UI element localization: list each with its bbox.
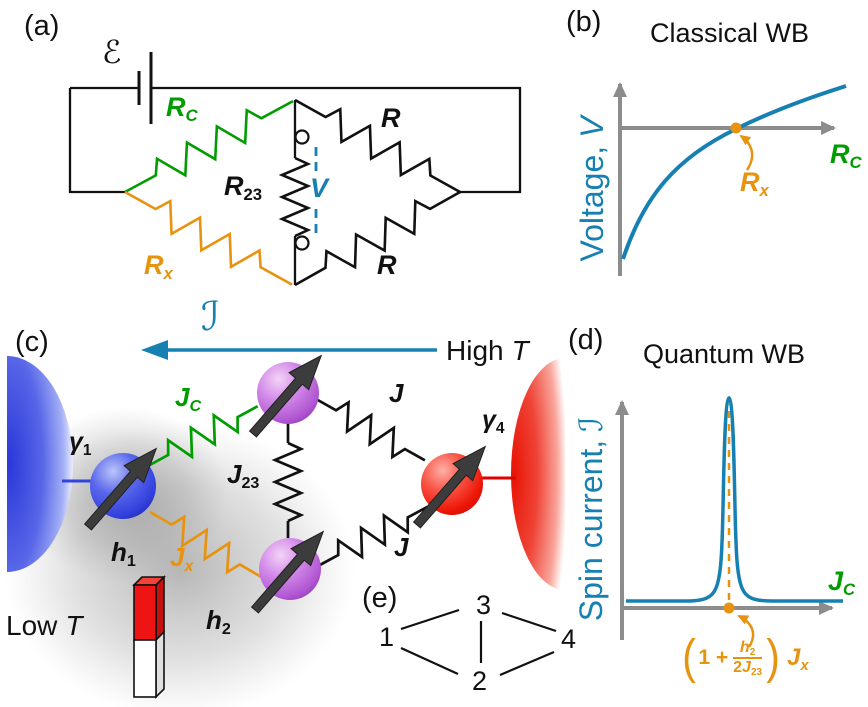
low-t-label: Low T — [6, 610, 83, 641]
coupling-j-bottom — [317, 505, 429, 568]
resistor-r23 — [278, 156, 312, 238]
voltmeter-label: V — [310, 173, 329, 203]
resistor-r23-label: R23 — [224, 171, 263, 205]
panel-label-e: (e) — [362, 582, 398, 614]
voltmeter-terminal-bottom — [294, 235, 310, 251]
voltage-axis-label: Voltage,V — [574, 116, 610, 262]
coupling-jx — [149, 510, 263, 579]
b-xaxis-label: RC — [830, 139, 862, 173]
panel-label-d: (d) — [568, 324, 604, 356]
spin-current-symbol: ℐ — [201, 294, 220, 340]
spin-arrows — [83, 354, 487, 614]
coupling-jc — [147, 404, 259, 468]
quantum-system — [5, 340, 565, 707]
coupling-j-top-label: J — [389, 378, 404, 408]
spin-arrow-1 — [83, 447, 158, 531]
d-balance-point — [723, 602, 735, 614]
panel-label-c: (c) — [15, 326, 49, 358]
bridge-graph-edges — [400, 608, 557, 677]
field-h1-label: h1 — [111, 537, 136, 570]
magnet-side-white — [155, 630, 165, 699]
spin-arrow-2 — [250, 530, 325, 614]
gamma1-label: γ1 — [69, 428, 92, 459]
b-voltage-curve — [621, 84, 847, 260]
d-spin-current-curve — [626, 396, 843, 603]
cold-bath — [7, 356, 73, 572]
quantum-title: Quantum WB — [643, 339, 806, 369]
d-annotation-arrow — [737, 614, 755, 648]
gamma4-label: γ4 — [482, 406, 505, 437]
voltmeter-terminal-top — [294, 129, 310, 145]
graph-node-3: 3 — [476, 590, 492, 620]
field-h2-label: h2 — [206, 605, 231, 638]
coupling-springs — [147, 397, 429, 579]
quantum-plot — [615, 396, 843, 648]
coupling-j-bottom-label: J — [394, 532, 409, 562]
spin-current-arrow — [141, 340, 437, 360]
graph-node-2: 2 — [472, 666, 488, 696]
formula-denominator: 2J23 — [733, 659, 762, 679]
magnet-side-red — [155, 575, 165, 642]
classical-plot — [613, 82, 847, 276]
spin-arrow-3 — [248, 354, 323, 438]
spin-arrow-4 — [412, 445, 487, 529]
d-xaxis-label: JC — [828, 566, 856, 600]
b-balance-label: Rx — [740, 167, 769, 201]
balance-condition-formula: ( 1 + h2 2J23 ) Jx — [682, 631, 809, 684]
resistor-r-top — [294, 98, 462, 194]
graph-node-4: 4 — [561, 624, 577, 654]
resistor-rx-label: Rx — [144, 250, 173, 284]
coupling-j23-label: J23 — [227, 459, 260, 492]
magnet-front-white — [133, 639, 157, 698]
spin-current-axis-label: Spin current,ℐ — [572, 416, 610, 622]
emf-label: ℰ — [102, 33, 122, 71]
resistor-springs — [124, 98, 462, 287]
hot-bath — [511, 358, 565, 590]
coupling-jx-label: Jx — [170, 542, 194, 575]
b-balance-point — [730, 122, 742, 134]
magnet-front-red — [133, 584, 157, 641]
resistor-rc — [124, 100, 294, 194]
classical-title: Classical WB — [650, 18, 810, 48]
resistor-r-bottom-label: R — [377, 250, 397, 280]
battery-symbol — [137, 52, 153, 124]
coupling-jc-label: JC — [175, 382, 202, 415]
high-t-label: High T — [446, 335, 529, 366]
coupling-j23 — [271, 441, 305, 523]
circuit-diagram — [68, 52, 522, 287]
panel-label-b: (b) — [566, 6, 602, 38]
b-annotation-arrow — [739, 134, 754, 171]
resistor-r-bottom — [294, 190, 462, 287]
graph-node-1: 1 — [379, 622, 395, 652]
formula-numerator: h2 — [739, 639, 756, 659]
resistor-rc-label: RC — [166, 92, 198, 126]
field-bar-magnet — [132, 575, 166, 699]
resistor-r-top-label: R — [381, 103, 401, 133]
panel-label-a: (a) — [24, 10, 60, 42]
coupling-j-top — [315, 397, 426, 462]
resistor-rx — [124, 190, 293, 286]
